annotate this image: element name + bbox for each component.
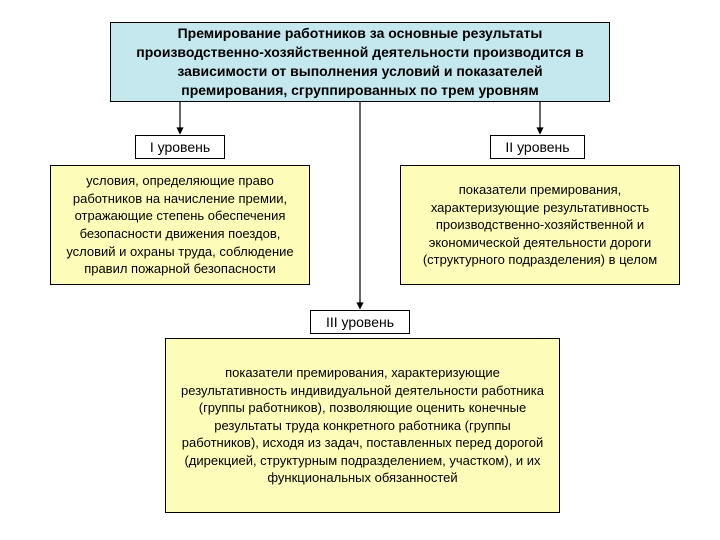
level-desc-2: показатели премирования, характеризующие… bbox=[400, 165, 680, 285]
level-label-1: I уровень bbox=[135, 135, 225, 159]
level-label-3: III уровень bbox=[310, 310, 410, 334]
level-desc-1: условия, определяющие право работников н… bbox=[50, 165, 310, 285]
header-box: Премирование работников за основные резу… bbox=[110, 22, 610, 102]
level-label-2: II уровень bbox=[490, 135, 585, 159]
level-desc-3: показатели премирования, характеризующие… bbox=[165, 338, 560, 513]
